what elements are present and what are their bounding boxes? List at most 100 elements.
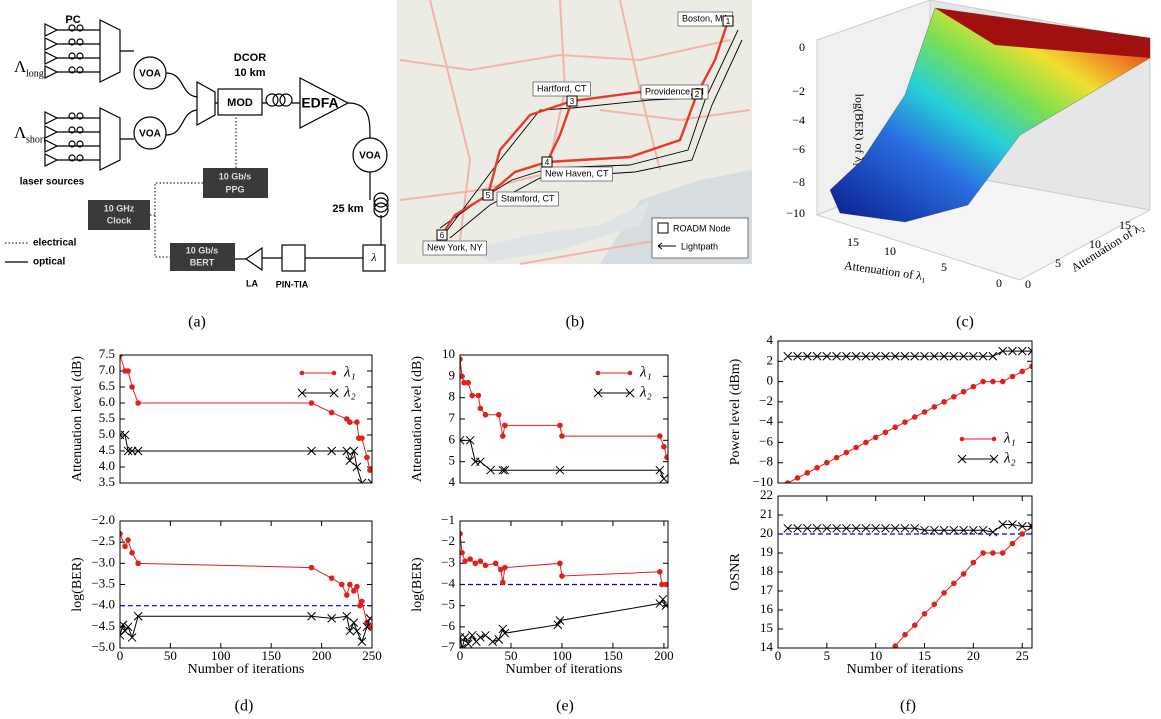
label: MOD	[227, 97, 253, 109]
label: Λ	[14, 123, 27, 142]
legend-label: ROADM Node	[673, 223, 731, 233]
point	[872, 434, 879, 441]
point	[978, 525, 988, 535]
point	[500, 628, 510, 638]
y-tick-label: −3.5	[91, 575, 115, 590]
point	[365, 614, 372, 623]
series-line	[787, 350, 1032, 357]
y-axis-label: Power level (dBm)	[728, 358, 743, 465]
point	[135, 400, 141, 406]
point	[892, 424, 899, 431]
y-tick-label: 10	[1089, 237, 1101, 251]
point	[881, 523, 890, 533]
point	[959, 525, 968, 535]
point	[910, 351, 920, 361]
y-axis-label: log(BER)	[70, 557, 85, 612]
point	[871, 351, 881, 361]
point	[970, 383, 977, 390]
point	[460, 435, 465, 445]
point	[482, 562, 489, 569]
legend-marker	[593, 388, 603, 398]
point	[900, 523, 910, 533]
point	[861, 523, 871, 533]
point	[327, 446, 337, 456]
polarization-controller	[68, 24, 76, 32]
fiber-coil	[373, 202, 389, 218]
x-axis-label: Number of iterations	[188, 662, 305, 677]
point	[988, 527, 998, 537]
z-tick-label: −4	[792, 113, 805, 127]
polarization-controller	[76, 24, 84, 32]
label: short	[26, 134, 46, 145]
z-tick-label: −8	[792, 175, 805, 189]
fiber-coil	[265, 93, 279, 107]
point	[802, 351, 812, 361]
point	[463, 639, 473, 648]
point	[327, 614, 337, 623]
y-axis-label: Attenuation level (dB)	[70, 356, 85, 482]
point	[498, 624, 508, 634]
series-line	[120, 434, 372, 483]
y-tick-label: −4.5	[91, 618, 115, 633]
y-tick-label: −5.0	[91, 639, 115, 654]
point	[349, 446, 359, 456]
point	[345, 456, 355, 465]
point	[344, 592, 350, 598]
limiting-amplifier	[244, 246, 263, 272]
point	[359, 435, 365, 442]
point	[127, 633, 137, 642]
point	[354, 419, 360, 426]
point	[920, 525, 929, 535]
y-tick-label: −6	[441, 618, 455, 633]
roadm-node	[722, 15, 734, 27]
y-tick-label: 4	[767, 332, 774, 347]
y-tick-label: 6	[449, 431, 456, 446]
point	[307, 611, 316, 621]
point	[812, 523, 822, 533]
point	[657, 569, 663, 575]
x-tick-label: 5	[824, 648, 831, 663]
y-tick-label: 15	[1119, 218, 1131, 232]
point	[328, 409, 335, 416]
polarization-controller	[76, 126, 84, 134]
legend-marker	[959, 436, 965, 442]
point	[988, 351, 998, 361]
point	[133, 611, 143, 621]
legend-marker	[625, 388, 635, 398]
x-tick-label: 10	[884, 244, 896, 258]
point	[951, 393, 957, 400]
x-tick-label: 0	[775, 648, 782, 663]
point	[460, 373, 465, 380]
bert	[170, 243, 235, 271]
point	[804, 470, 811, 476]
point	[1009, 540, 1016, 547]
label: 25 km	[332, 203, 363, 215]
point	[135, 560, 141, 567]
point	[939, 525, 949, 535]
label: DCOR	[234, 52, 266, 64]
point	[352, 626, 362, 636]
laser	[44, 65, 59, 79]
y-tick-label: 7.0	[99, 362, 115, 377]
polarization-controller	[68, 112, 76, 120]
point	[476, 633, 485, 642]
y-tick-label: −8	[759, 454, 773, 469]
city-label: Stamford, CT	[501, 193, 555, 203]
amplifier	[299, 77, 350, 129]
axes-frame	[119, 520, 373, 649]
x-tick-label: 200	[312, 648, 332, 663]
point	[657, 433, 663, 439]
combiner	[196, 80, 216, 127]
point	[460, 643, 467, 648]
y-tick-label: 2	[767, 352, 774, 367]
caption: (c)	[956, 314, 974, 331]
laser	[44, 153, 59, 167]
point	[969, 525, 978, 535]
point	[342, 446, 352, 456]
node-number: 5	[486, 191, 491, 200]
polarization-controller	[68, 140, 76, 148]
node-number: 3	[570, 97, 575, 106]
fiber-coil	[373, 192, 389, 208]
point	[833, 454, 840, 461]
point	[871, 523, 881, 533]
